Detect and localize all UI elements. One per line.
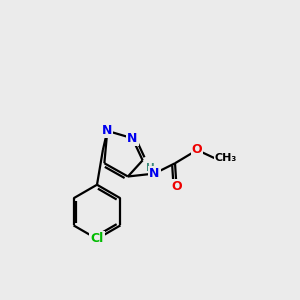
Text: O: O	[171, 180, 182, 193]
Text: H: H	[146, 163, 154, 173]
Text: CH₃: CH₃	[215, 153, 237, 163]
Text: N: N	[149, 167, 160, 180]
Text: O: O	[192, 143, 203, 157]
Text: Cl: Cl	[90, 232, 104, 245]
Text: N: N	[102, 124, 112, 137]
Text: N: N	[127, 132, 137, 145]
